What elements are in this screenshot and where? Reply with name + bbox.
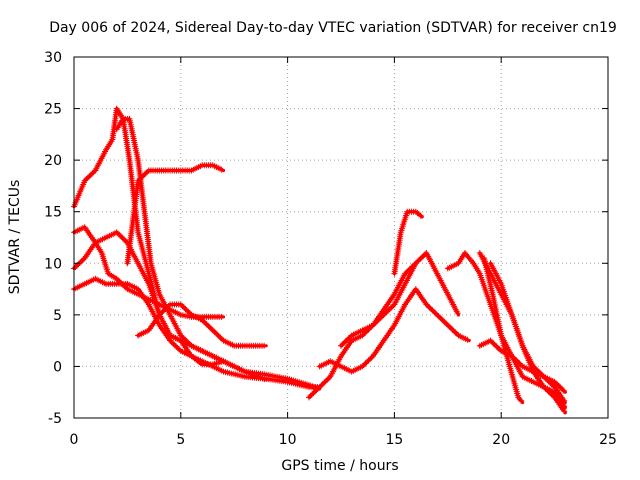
chart-title: Day 006 of 2024, Sidereal Day-to-day VTE… [49,20,617,36]
x-axis-label: GPS time / hours [281,458,398,474]
y-tick-label: 30 [44,50,62,66]
y-tick-label: 5 [53,308,62,324]
y-tick-label: 10 [44,256,62,272]
x-tick-label: 0 [70,432,79,448]
y-tick-label: 25 [44,102,62,118]
plot-frame [73,56,609,419]
plus-markers [391,208,424,277]
series-arc-11 [391,208,424,277]
plus-markers [481,255,525,404]
series-arc-12 [444,250,568,410]
plus-markers [487,260,568,415]
plus-markers [135,301,268,349]
plus-markers [338,250,461,349]
y-tick-label: 15 [44,205,62,221]
x-tick-label: 15 [385,432,403,448]
series-arc-10 [338,250,461,349]
x-tick-label: 10 [279,432,297,448]
y-tick-label: -5 [48,411,62,427]
data-series [71,105,568,415]
plus-markers [71,275,321,391]
series-arc-7 [135,301,268,349]
plus-markers [444,250,568,409]
plus-markers [113,115,321,392]
x-tick-label: 20 [492,432,510,448]
y-tick-label: 20 [44,153,62,169]
series-trace [115,117,322,391]
series-arc-8 [306,261,418,401]
series-trace [446,251,567,410]
y-tick-label: 0 [53,359,62,375]
series-arc-15 [487,260,568,415]
axis-ticks: 0 5 10 15 20 25 -5 0 5 10 15 20 25 30 [44,50,617,448]
plus-markers [124,162,225,267]
series-arc-9 [316,286,471,375]
x-tick-label: 5 [176,432,185,448]
x-tick-label: 25 [599,432,617,448]
series-arc-6 [124,162,226,267]
y-axis-label: SDTVAR / TECUs [7,180,23,295]
series-arc-16 [481,255,525,405]
series-arc-5 [113,115,322,392]
series-trace [72,277,322,389]
plus-markers [316,286,471,375]
series-arc-4 [71,275,322,391]
